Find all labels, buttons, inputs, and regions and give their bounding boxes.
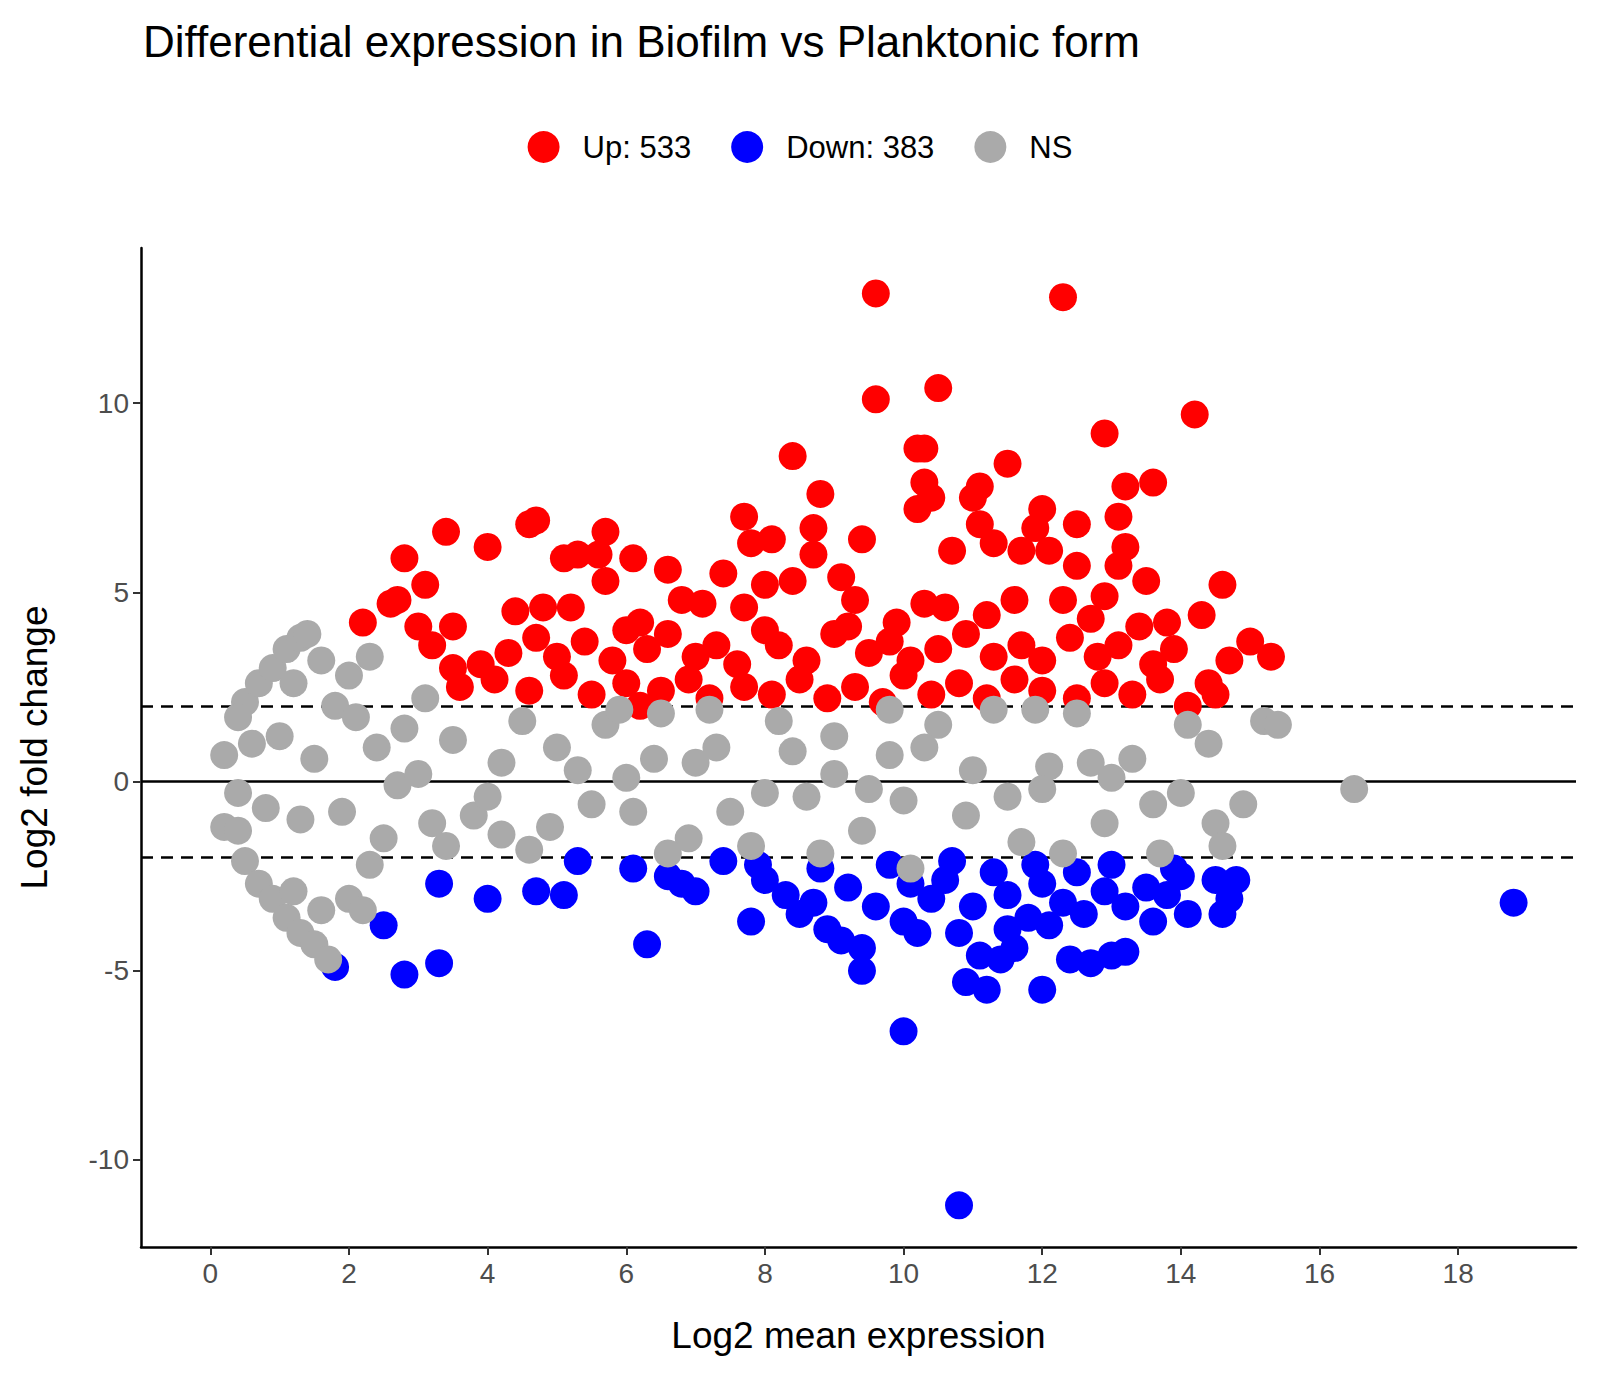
svg-text:Log2 mean expression: Log2 mean expression — [671, 1315, 1045, 1356]
svg-text:Log2 fold change: Log2 fold change — [14, 606, 55, 890]
svg-text:10: 10 — [98, 388, 129, 419]
svg-text:Up: 533: Up: 533 — [583, 130, 692, 165]
svg-text:0: 0 — [113, 766, 129, 797]
svg-text:10: 10 — [888, 1258, 919, 1289]
svg-text:14: 14 — [1165, 1258, 1196, 1289]
svg-text:8: 8 — [757, 1258, 773, 1289]
svg-text:-5: -5 — [104, 955, 129, 986]
svg-text:12: 12 — [1027, 1258, 1058, 1289]
svg-text:18: 18 — [1443, 1258, 1474, 1289]
svg-text:-10: -10 — [89, 1144, 129, 1175]
svg-text:0: 0 — [203, 1258, 219, 1289]
svg-text:4: 4 — [480, 1258, 496, 1289]
svg-text:2: 2 — [341, 1258, 357, 1289]
svg-text:6: 6 — [618, 1258, 634, 1289]
svg-text:Down: 383: Down: 383 — [786, 130, 934, 165]
svg-text:NS: NS — [1029, 130, 1072, 165]
svg-text:5: 5 — [113, 577, 129, 608]
svg-text:Differential expression in Bio: Differential expression in Biofilm vs Pl… — [143, 17, 1140, 66]
svg-text:16: 16 — [1304, 1258, 1335, 1289]
